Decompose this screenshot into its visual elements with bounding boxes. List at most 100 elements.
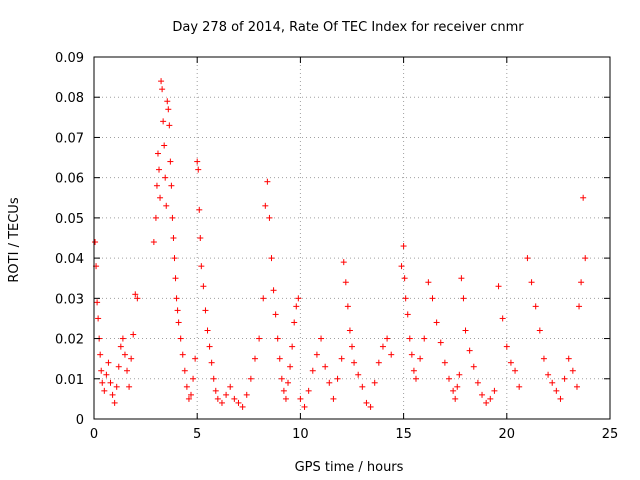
data-point xyxy=(417,355,424,362)
data-point xyxy=(173,295,180,302)
x-tick-label: 15 xyxy=(395,427,412,442)
data-point xyxy=(167,158,174,165)
data-point xyxy=(437,339,444,346)
data-point xyxy=(458,275,465,282)
data-point xyxy=(460,295,467,302)
data-point xyxy=(557,395,564,402)
data-point xyxy=(401,275,408,282)
data-point xyxy=(197,235,204,241)
data-point xyxy=(408,351,415,358)
data-point xyxy=(305,387,312,394)
data-point xyxy=(132,291,139,298)
x-axis-ticks: 0 5 10 15 20 25 xyxy=(90,57,618,442)
x-tick-label: 0 xyxy=(90,427,98,442)
data-point xyxy=(540,355,547,362)
data-point xyxy=(479,391,486,398)
data-point xyxy=(425,279,432,286)
data-point xyxy=(285,379,292,386)
data-point xyxy=(160,118,167,125)
data-point xyxy=(223,391,230,398)
data-point xyxy=(153,182,160,189)
data-point xyxy=(251,355,258,362)
data-point xyxy=(379,343,386,350)
x-tick-label: 10 xyxy=(292,427,309,442)
data-point xyxy=(247,375,254,382)
data-point xyxy=(92,239,99,246)
chart-title: Day 278 of 2014, Rate Of TEC Index for r… xyxy=(172,20,524,35)
data-point xyxy=(499,315,506,322)
data-point xyxy=(214,395,221,402)
data-point xyxy=(549,379,556,386)
data-point xyxy=(512,367,519,374)
data-point xyxy=(152,214,159,221)
data-point xyxy=(163,202,170,209)
data-point xyxy=(454,383,461,390)
data-point xyxy=(94,299,101,306)
data-point xyxy=(491,387,498,394)
data-point xyxy=(204,327,211,334)
data-point xyxy=(270,287,277,294)
data-point xyxy=(206,343,213,350)
y-tick-label: 0.06 xyxy=(55,172,84,187)
data-point xyxy=(235,399,242,406)
data-point xyxy=(282,395,289,402)
data-point xyxy=(450,387,457,394)
data-point xyxy=(195,166,202,173)
y-tick-label: 0.09 xyxy=(55,51,84,66)
data-point xyxy=(212,387,219,394)
data-point xyxy=(208,359,215,366)
data-point xyxy=(309,367,316,374)
y-tick-label: 0.05 xyxy=(55,212,84,227)
data-point xyxy=(264,178,271,185)
x-tick-label: 5 xyxy=(193,427,201,442)
data-point xyxy=(301,403,308,410)
data-point xyxy=(400,243,407,250)
data-point xyxy=(192,355,199,362)
data-point xyxy=(162,174,169,181)
data-point xyxy=(561,375,568,382)
data-point xyxy=(582,255,589,262)
data-point xyxy=(243,391,250,398)
data-point xyxy=(388,351,395,358)
data-point xyxy=(503,343,510,350)
data-point xyxy=(177,335,184,342)
data-point xyxy=(175,319,182,326)
y-tick-label: 0.08 xyxy=(55,91,84,106)
data-point xyxy=(318,335,325,342)
data-point xyxy=(188,391,195,398)
data-point xyxy=(103,371,110,378)
data-point xyxy=(375,359,382,366)
data-point xyxy=(171,255,178,262)
data-point xyxy=(170,235,177,241)
data-point xyxy=(130,331,137,338)
data-point xyxy=(412,375,419,382)
y-tick-label: 0.04 xyxy=(55,252,84,267)
data-point xyxy=(95,315,102,322)
y-tick-label: 0.03 xyxy=(55,292,84,307)
data-point xyxy=(487,395,494,402)
data-point xyxy=(452,395,459,402)
data-point xyxy=(295,295,302,302)
data-point xyxy=(185,395,192,402)
data-point xyxy=(291,319,298,326)
data-point xyxy=(161,142,168,149)
data-point xyxy=(101,387,108,394)
data-point xyxy=(516,383,523,390)
data-point xyxy=(446,375,453,382)
data-point xyxy=(262,202,269,209)
data-point xyxy=(322,363,329,370)
data-point xyxy=(313,351,320,358)
data-point xyxy=(260,295,267,302)
data-point xyxy=(165,106,172,113)
data-point xyxy=(168,182,175,189)
data-point xyxy=(410,367,417,374)
data-point xyxy=(474,379,481,386)
data-point xyxy=(179,351,186,358)
data-point xyxy=(507,359,514,366)
data-point xyxy=(276,355,283,362)
data-points xyxy=(92,78,589,410)
data-point xyxy=(156,166,163,173)
data-point xyxy=(278,375,285,382)
data-point xyxy=(536,327,543,334)
data-point xyxy=(181,367,188,374)
